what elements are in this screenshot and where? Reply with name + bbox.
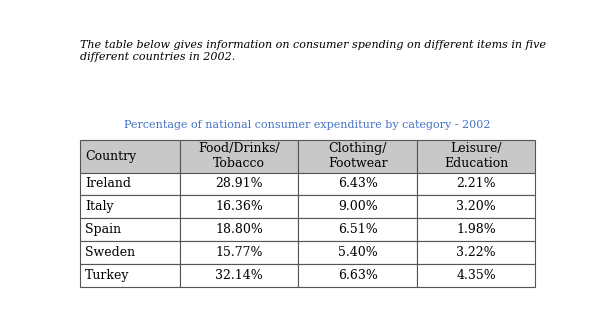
Bar (80, 173, 180, 195)
Text: Food/Drinks/
Tobacco: Food/Drinks/ Tobacco (198, 142, 280, 170)
Bar (80, 140, 180, 173)
Text: Sweden: Sweden (85, 246, 136, 259)
Text: 4.35%: 4.35% (456, 269, 496, 282)
Text: Percentage of national consumer expenditure by category - 2002: Percentage of national consumer expendit… (124, 120, 491, 130)
Text: 18.80%: 18.80% (215, 223, 263, 236)
Text: Clothing/
Footwear: Clothing/ Footwear (328, 142, 388, 170)
Text: 28.91%: 28.91% (215, 177, 263, 190)
Bar (180, 173, 298, 195)
Text: Leisure/
Education: Leisure/ Education (444, 142, 508, 170)
Bar (180, 241, 298, 264)
Text: Country: Country (85, 150, 136, 163)
Bar (417, 173, 535, 195)
Bar (298, 241, 417, 264)
Bar (417, 140, 535, 173)
Text: 6.63%: 6.63% (338, 269, 377, 282)
Bar (298, 140, 417, 173)
Text: 6.43%: 6.43% (338, 177, 377, 190)
Bar (80, 218, 180, 241)
Bar (298, 195, 417, 218)
Bar (80, 195, 180, 218)
Text: 6.51%: 6.51% (338, 223, 377, 236)
Bar (417, 218, 535, 241)
Text: Italy: Italy (85, 200, 114, 213)
Bar (417, 195, 535, 218)
Text: 9.00%: 9.00% (338, 200, 377, 213)
Text: 1.98%: 1.98% (456, 223, 496, 236)
Text: Turkey: Turkey (85, 269, 130, 282)
Text: Spain: Spain (85, 223, 121, 236)
Bar (180, 218, 298, 241)
Bar (298, 173, 417, 195)
Bar (417, 264, 535, 287)
Text: 15.77%: 15.77% (215, 246, 263, 259)
Bar (298, 218, 417, 241)
Text: 3.22%: 3.22% (456, 246, 496, 259)
Bar (80, 264, 180, 287)
Text: 3.20%: 3.20% (456, 200, 496, 213)
Bar (417, 241, 535, 264)
Bar (180, 140, 298, 173)
Text: 5.40%: 5.40% (338, 246, 377, 259)
Text: Ireland: Ireland (85, 177, 131, 190)
Bar (180, 264, 298, 287)
Bar (298, 264, 417, 287)
Text: 2.21%: 2.21% (456, 177, 496, 190)
Text: 32.14%: 32.14% (215, 269, 263, 282)
Bar (180, 195, 298, 218)
Bar (80, 241, 180, 264)
Text: 16.36%: 16.36% (215, 200, 263, 213)
Text: The table below gives information on consumer spending on different items in fiv: The table below gives information on con… (80, 40, 545, 62)
